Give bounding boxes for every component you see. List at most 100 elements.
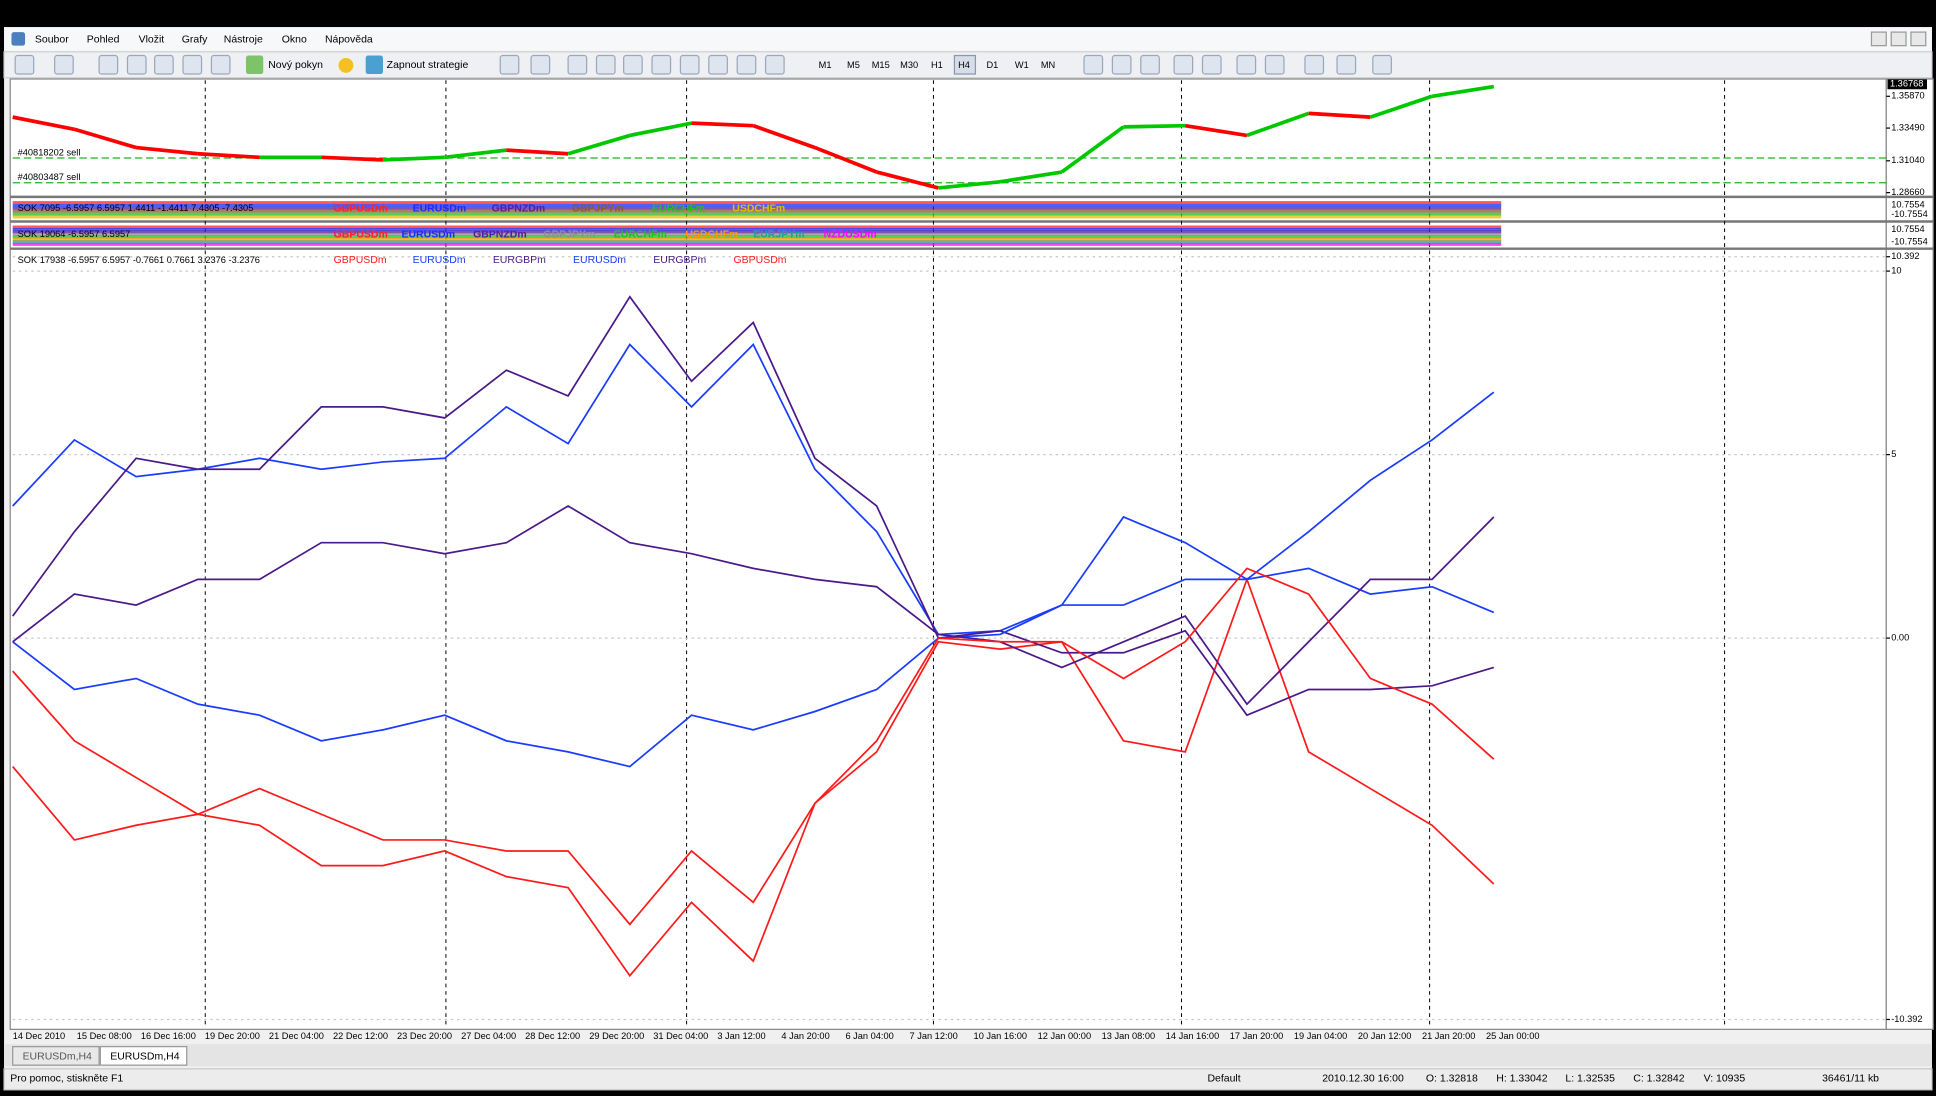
toolbar-icon[interactable]: [1304, 54, 1325, 75]
toolbar-icon[interactable]: [499, 54, 520, 75]
indicator-symbol: NZDUSDm: [824, 229, 877, 240]
x-tick-label: 14 Jan 16:00: [1166, 1031, 1220, 1041]
toolbar-icon[interactable]: [54, 54, 74, 75]
status-field: V: 10935: [1704, 1073, 1746, 1084]
toolbar-icon[interactable]: [14, 54, 35, 75]
status-field: 2010.12.30 16:00: [1322, 1073, 1404, 1084]
legend-entry[interactable]: GBPUSDm: [733, 255, 786, 266]
price-segment: [135, 145, 199, 156]
last-price-label: 1.36768: [1890, 79, 1923, 89]
price-segment: [1246, 111, 1310, 138]
toolbar-icon[interactable]: [530, 54, 551, 75]
indicator-symbol: USDCHFm: [685, 229, 738, 240]
strategies-button[interactable]: Zapnout strategie: [387, 60, 469, 71]
toolbar-icon[interactable]: [1111, 54, 1132, 75]
menu-item[interactable]: Vložit: [139, 34, 165, 45]
last-price-box: [1887, 79, 1927, 90]
menu-item[interactable]: Grafy: [182, 34, 208, 45]
chart-tab-label[interactable]: EURUSDm,H4: [110, 1051, 179, 1062]
x-tick-label: 27 Dec 04:00: [461, 1031, 516, 1041]
timeframe-button[interactable]: M5: [847, 60, 860, 70]
x-tick-label: 29 Dec 20:00: [589, 1031, 644, 1041]
indicator-symbol: EURUSDm: [413, 203, 467, 214]
price-segment: [197, 151, 260, 160]
indicator-header: SOK 19064 -6.5957 6.5957: [18, 229, 131, 239]
price-segment: [752, 123, 816, 150]
toolbar-icon[interactable]: [1336, 54, 1357, 75]
x-tick-label: 25 Jan 00:00: [1486, 1031, 1540, 1041]
toolbar-icon[interactable]: [708, 54, 728, 75]
minimize-button[interactable]: [1870, 31, 1887, 47]
toolbar-icon[interactable]: [651, 54, 672, 75]
x-tick-label: 6 Jan 04:00: [845, 1031, 893, 1041]
toolbar-icon[interactable]: [1236, 54, 1257, 75]
series-line: [12, 567, 1495, 768]
toolbar-icon[interactable]: [1140, 54, 1160, 75]
x-tick-label: 15 Dec 08:00: [77, 1031, 132, 1041]
status-field: L: 1.32535: [1565, 1073, 1615, 1084]
toolbar-icon[interactable]: [595, 54, 616, 75]
toolbar-icon[interactable]: [1372, 54, 1392, 75]
x-tick-label: 23 Dec 20:00: [397, 1031, 452, 1041]
timeframe-button[interactable]: M15: [872, 60, 890, 70]
price-segment: [1184, 123, 1248, 138]
legend-entry[interactable]: EURGBPm: [493, 255, 546, 266]
restore-button[interactable]: [1890, 31, 1907, 47]
menu-item[interactable]: Okno: [282, 34, 307, 45]
menu-item[interactable]: Nástroje: [224, 34, 263, 45]
timeframe-button[interactable]: H4: [958, 60, 970, 70]
app-icon: [11, 32, 26, 46]
timeframe-button[interactable]: MN: [1041, 60, 1055, 70]
legend-entry[interactable]: EURUSDm: [573, 255, 626, 266]
toolbar-icon[interactable]: [736, 54, 757, 75]
new-order-button[interactable]: Nový pokyn: [268, 60, 323, 71]
toolbar-icon[interactable]: [623, 54, 643, 75]
y-tick-label: -10.392: [1891, 1014, 1922, 1024]
timeframe-button[interactable]: M1: [819, 60, 832, 70]
price-segment: [321, 155, 384, 162]
toolbar-icon[interactable]: [764, 54, 785, 75]
close-button[interactable]: [1910, 31, 1927, 47]
toolbar-icon[interactable]: [567, 54, 588, 75]
price-segment: [1060, 125, 1125, 174]
chart-tab[interactable]: [12, 1046, 100, 1066]
toolbar-icon[interactable]: [182, 54, 203, 75]
menu-item[interactable]: Nápověda: [325, 34, 373, 45]
toolbar-icon[interactable]: [98, 54, 119, 75]
price-segment: [999, 170, 1063, 184]
chart-title: SOK 17938 -6.5957 6.5957 -0.7661 0.7661 …: [18, 255, 260, 265]
menu-item[interactable]: Soubor: [35, 34, 69, 45]
toolbar-icon[interactable]: [154, 54, 174, 75]
toolbar-icon[interactable]: [126, 54, 147, 75]
chart-tab-label[interactable]: EURUSDm,H4: [23, 1051, 92, 1062]
chart-tab[interactable]: [99, 1046, 188, 1066]
toolbar-icon[interactable]: [1083, 54, 1104, 75]
timeframe-button[interactable]: D1: [987, 60, 999, 70]
indicator-symbol: GBPNZDm: [492, 203, 546, 214]
timeframe-button[interactable]: W1: [1015, 60, 1029, 70]
price-segment: [1308, 111, 1371, 119]
legend-entry[interactable]: GBPUSDm: [334, 255, 387, 266]
toolbar-icon[interactable]: [679, 54, 700, 75]
x-tick-label: 21 Dec 04:00: [269, 1031, 324, 1041]
toolbar-icon[interactable]: [210, 54, 231, 75]
toolbar-icon[interactable]: [1201, 54, 1222, 75]
strategies-icon[interactable]: [365, 55, 383, 75]
price-segment: [73, 127, 137, 150]
toolbar-icon[interactable]: [1264, 54, 1285, 75]
legend-entry[interactable]: EURGBPm: [653, 255, 706, 266]
status-field: O: 1.32818: [1426, 1073, 1478, 1084]
order-label: #40803487 sell: [18, 172, 81, 182]
toolbar-icon[interactable]: [1173, 54, 1194, 75]
timeframe-button[interactable]: M30: [900, 60, 918, 70]
timeframe-button[interactable]: H1: [931, 60, 943, 70]
indicator-symbol: EURUSDm: [401, 229, 455, 240]
legend-entry[interactable]: EURUSDm: [413, 255, 466, 266]
price-axis-panel: [1885, 78, 1934, 1030]
x-tick-label: 20 Jan 12:00: [1358, 1031, 1411, 1041]
indicator-symbol: EURJPYm: [753, 229, 804, 240]
x-tick-label: 21 Jan 20:00: [1422, 1031, 1476, 1041]
menu-item[interactable]: Pohled: [87, 34, 120, 45]
new-order-icon[interactable]: [245, 55, 264, 75]
